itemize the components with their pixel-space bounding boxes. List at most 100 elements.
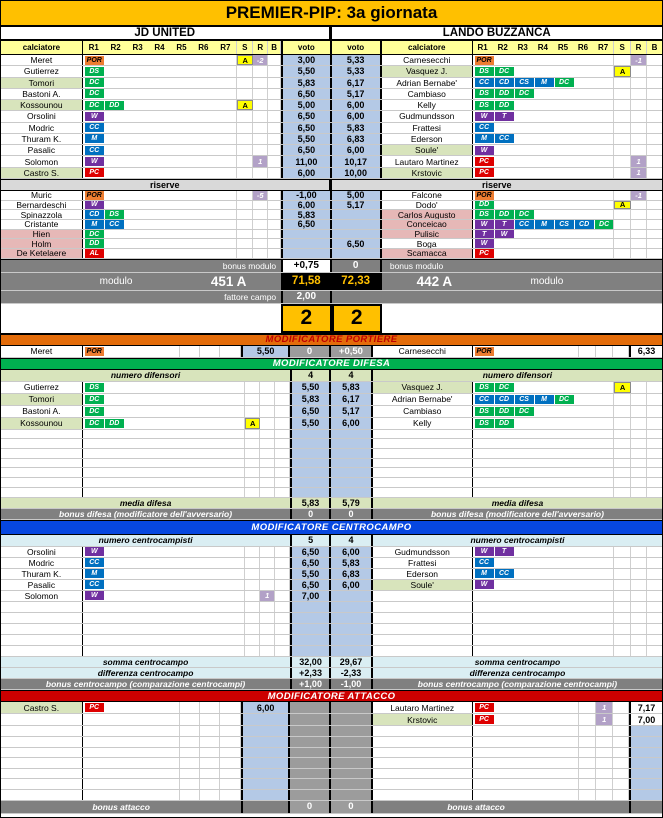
- voto-home[interactable]: [290, 487, 331, 497]
- voto-away[interactable]: [331, 449, 373, 458]
- s-flag-home[interactable]: [237, 249, 254, 258]
- s-flag-away[interactable]: [579, 737, 597, 747]
- s-flag-home[interactable]: [237, 122, 254, 133]
- r-adjust-home[interactable]: [260, 381, 276, 393]
- player-name-away[interactable]: Kelly: [373, 417, 473, 429]
- s-flag-away[interactable]: [614, 417, 632, 429]
- b-cell-away[interactable]: [647, 145, 662, 155]
- r-adjust-away[interactable]: -1: [631, 55, 648, 66]
- modulo-value-home[interactable]: 451 A: [210, 273, 247, 289]
- s-flag-home[interactable]: [237, 77, 254, 88]
- b-cell-away[interactable]: [647, 239, 662, 248]
- s-flag-away[interactable]: [614, 458, 632, 468]
- r-adjust-away[interactable]: [631, 602, 648, 613]
- s-flag-home[interactable]: [245, 478, 261, 487]
- b-cell-home[interactable]: [268, 66, 282, 77]
- s-flag-home[interactable]: [237, 200, 254, 210]
- player-name-home[interactable]: Holm: [1, 239, 83, 249]
- b-cell-home[interactable]: [268, 200, 282, 210]
- r-adjust-home[interactable]: [260, 624, 276, 635]
- s-flag-home[interactable]: [245, 381, 261, 393]
- voto-away[interactable]: 5,17: [331, 88, 382, 100]
- r-adjust-home[interactable]: [253, 133, 269, 145]
- s-flag-home[interactable]: [245, 468, 261, 478]
- voto-home[interactable]: 6,50: [281, 145, 332, 156]
- r-adjust-home[interactable]: [253, 200, 269, 210]
- voto-home[interactable]: 5,83: [290, 393, 331, 405]
- s-flag-away[interactable]: [614, 429, 632, 439]
- b-cell-home[interactable]: [268, 122, 282, 133]
- s-flag-home[interactable]: [245, 590, 261, 602]
- numero-difensori-home[interactable]: 4: [290, 369, 332, 381]
- voto-away[interactable]: 7,17: [629, 702, 662, 714]
- voto-away[interactable]: [331, 468, 373, 478]
- voto-home[interactable]: 6,50: [290, 557, 331, 568]
- voto-home[interactable]: 11,00: [281, 156, 332, 167]
- player-name-away[interactable]: [373, 624, 473, 635]
- r-adjust-away[interactable]: 1: [631, 156, 648, 167]
- player-name-home[interactable]: [1, 478, 83, 487]
- voto-home[interactable]: 6,00: [281, 167, 332, 178]
- player-name-home[interactable]: Gutierrez: [1, 66, 83, 77]
- r-adjust-away[interactable]: [631, 568, 648, 579]
- voto-home[interactable]: [290, 478, 331, 487]
- gk-name-home[interactable]: Meret: [1, 345, 83, 357]
- player-name-away[interactable]: Carnesecchi: [382, 55, 473, 66]
- r-adjust-away[interactable]: [631, 557, 648, 568]
- player-name-away[interactable]: [373, 790, 473, 800]
- s-flag-away[interactable]: [614, 590, 632, 602]
- player-name-away[interactable]: Krstovic: [372, 714, 473, 726]
- voto-away[interactable]: 5,83: [331, 381, 373, 393]
- player-name-away[interactable]: [373, 458, 473, 468]
- voto-away[interactable]: [331, 210, 382, 219]
- player-name-home[interactable]: [1, 602, 83, 613]
- r-adjust-away[interactable]: [631, 635, 648, 646]
- voto-home[interactable]: 6,50: [281, 219, 332, 229]
- s-flag-home[interactable]: [180, 768, 201, 779]
- r-adjust-home[interactable]: [260, 417, 276, 429]
- voto-away[interactable]: [629, 779, 662, 790]
- r-adjust-away[interactable]: [631, 77, 648, 88]
- r-adjust-away[interactable]: [631, 487, 648, 497]
- r-adjust-home[interactable]: [260, 439, 276, 449]
- s-flag-home[interactable]: [245, 429, 261, 439]
- s-flag-home[interactable]: [180, 747, 201, 758]
- player-name-home[interactable]: [1, 468, 83, 478]
- voto-home[interactable]: [241, 747, 291, 758]
- r-adjust-home[interactable]: [253, 145, 269, 156]
- voto-home[interactable]: [241, 768, 291, 779]
- voto-home[interactable]: [241, 726, 291, 737]
- r-adjust-home[interactable]: [260, 393, 276, 405]
- r-adjust-away[interactable]: [631, 613, 648, 624]
- s-flag-home[interactable]: [237, 133, 254, 145]
- fattore-campo-value[interactable]: 2,00: [281, 290, 332, 303]
- s-flag-home[interactable]: [237, 156, 254, 167]
- b-cell-home[interactable]: [268, 133, 282, 145]
- s-flag-away[interactable]: [614, 478, 632, 487]
- voto-home[interactable]: 6,00: [281, 200, 332, 210]
- s-flag-home[interactable]: [180, 758, 201, 768]
- r-adjust-home[interactable]: [260, 478, 276, 487]
- voto-home[interactable]: 5,50: [290, 568, 331, 579]
- r-adjust-home[interactable]: [260, 546, 276, 557]
- b-cell-home[interactable]: [268, 167, 282, 178]
- s-flag-home[interactable]: [237, 219, 254, 229]
- numero-centrocampisti-home[interactable]: 5: [290, 534, 332, 546]
- voto-away[interactable]: [331, 249, 382, 258]
- player-name-away[interactable]: [373, 439, 473, 449]
- s-flag-home[interactable]: [245, 568, 261, 579]
- player-name-away[interactable]: [373, 487, 473, 497]
- player-name-home[interactable]: [1, 726, 83, 737]
- s-flag-home[interactable]: [245, 405, 261, 417]
- voto-away[interactable]: 6,00: [331, 546, 373, 557]
- r-adjust-away[interactable]: [631, 239, 648, 249]
- player-name-home[interactable]: Spinazzola: [1, 210, 83, 219]
- player-name-away[interactable]: Cambiaso: [373, 405, 473, 417]
- s-flag-home[interactable]: [245, 546, 261, 557]
- player-name-home[interactable]: Kossounou: [1, 417, 83, 429]
- voto-away[interactable]: 5,17: [331, 405, 373, 417]
- b-cell-home[interactable]: [268, 77, 282, 88]
- player-name-away[interactable]: Frattesi: [373, 557, 473, 568]
- b-cell-home[interactable]: [268, 100, 282, 111]
- voto-home[interactable]: 5,00: [281, 100, 332, 111]
